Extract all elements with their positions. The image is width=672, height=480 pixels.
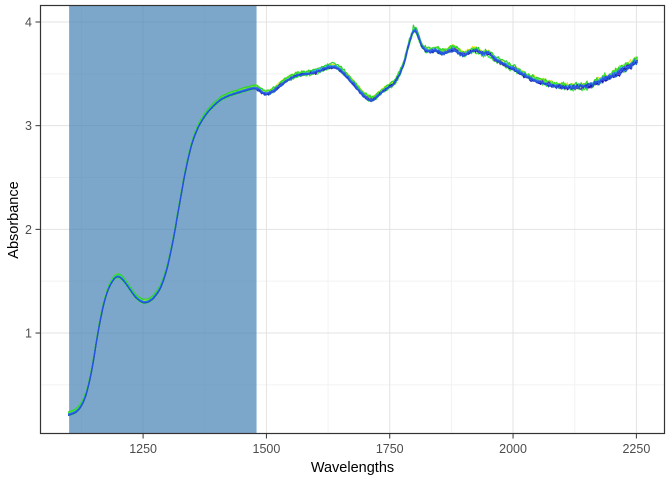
spectrum-blue-2-line	[67, 30, 638, 416]
y-tick-label-3: 3	[25, 119, 32, 133]
x-tick-label-2250: 2250	[622, 442, 650, 456]
x-tick-label-1500: 1500	[253, 442, 281, 456]
y-tick-label-2: 2	[25, 223, 32, 237]
x-tick-label-2000: 2000	[499, 442, 527, 456]
x-axis-title: Wavelengths	[310, 460, 395, 476]
x-tick-label-1750: 1750	[376, 442, 404, 456]
y-tick-label-1: 1	[25, 327, 32, 341]
y-tick-label-4: 4	[25, 16, 32, 30]
x-tick-label-1250: 1250	[129, 442, 157, 456]
panel-border	[39, 4, 666, 435]
y-axis-title: Absorbance	[5, 181, 22, 259]
highlight-region	[69, 5, 257, 434]
